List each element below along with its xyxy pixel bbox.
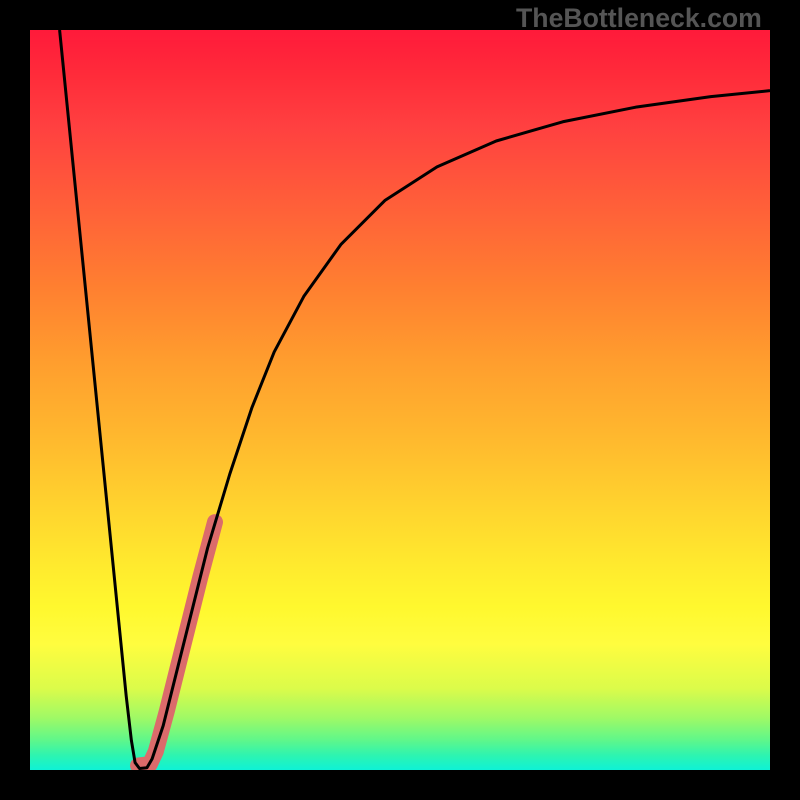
plot-svg-overlay [0, 0, 800, 800]
chart-container: { "figure": { "type": "line-on-gradient"… [0, 0, 800, 800]
bottleneck-curve [60, 30, 770, 769]
